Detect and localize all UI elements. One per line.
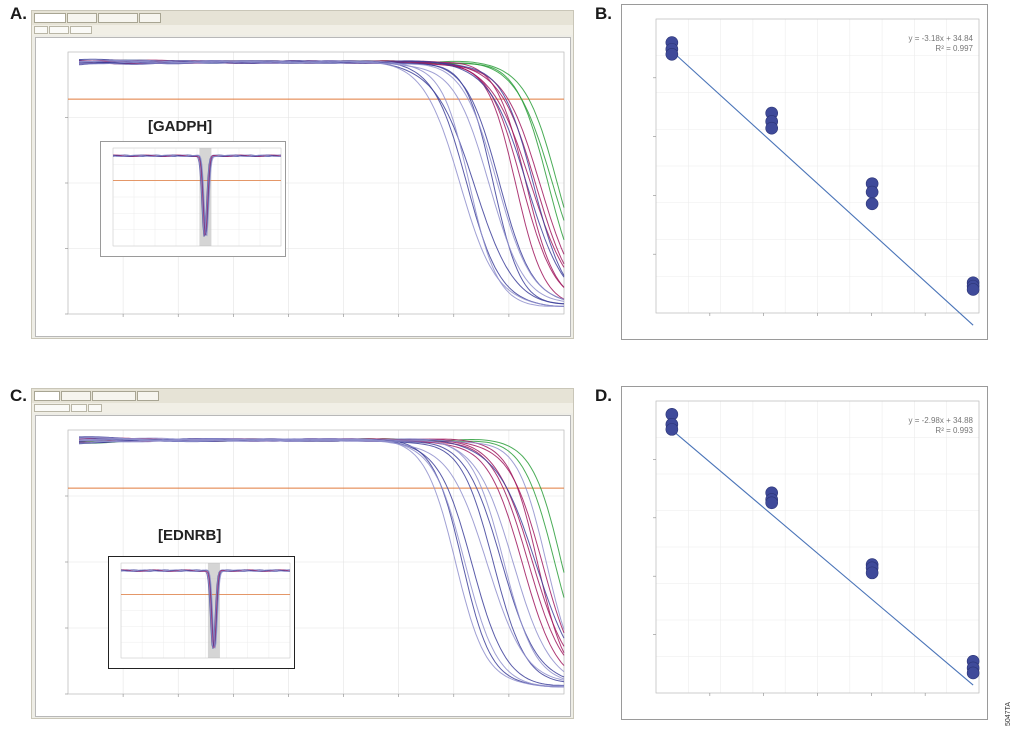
sub-tab[interactable] <box>34 26 48 34</box>
amplification-window-c <box>31 388 574 719</box>
tab[interactable] <box>98 13 138 23</box>
tab[interactable] <box>34 391 60 401</box>
sub-tab[interactable] <box>34 404 70 412</box>
inset-frame <box>120 562 291 659</box>
amplification-curve <box>78 60 565 302</box>
sub-tab[interactable] <box>49 26 69 34</box>
sub-tab[interactable] <box>71 404 87 412</box>
r-squared: R² = 0.997 <box>935 44 973 53</box>
data-point <box>966 283 980 296</box>
amplification-curve <box>78 438 565 673</box>
data-point <box>665 423 679 436</box>
fit-line <box>671 429 974 686</box>
sub-tab[interactable] <box>70 26 92 34</box>
panel-letter-b: B. <box>595 4 612 23</box>
amplification-plot-a <box>65 51 565 317</box>
figure-id: 5047TA <box>1005 702 1012 726</box>
panel-letter-a: A. <box>10 4 27 23</box>
panel-letter-c: C. <box>10 386 27 405</box>
tab[interactable] <box>92 391 136 401</box>
tab[interactable] <box>67 13 97 23</box>
melt-curve <box>120 569 291 649</box>
amplification-curve <box>78 438 565 630</box>
sub-tab[interactable] <box>88 404 102 412</box>
inset-frame <box>112 147 282 247</box>
panel-letter-d: D. <box>595 386 612 405</box>
amplification-plot-c <box>65 429 565 697</box>
data-point <box>865 566 879 580</box>
tab-bar <box>32 11 573 26</box>
standard-curve-d: y = -2.98x + 34.88 R² = 0.993 <box>621 386 988 720</box>
data-point <box>966 666 980 680</box>
data-point <box>765 496 778 510</box>
inset-chart-a <box>112 147 282 247</box>
regression-equation: y = -3.18x + 34.84 <box>909 34 974 43</box>
inset-plot-a <box>100 141 286 257</box>
sub-tab-bar <box>32 25 573 35</box>
inset-plot-c <box>108 556 295 669</box>
amplification-curve <box>78 60 565 300</box>
amplification-curve <box>78 59 565 307</box>
inset-chart-c <box>120 562 291 659</box>
tab[interactable] <box>139 13 161 23</box>
sub-tab-bar <box>32 403 573 413</box>
data-point <box>865 197 879 211</box>
tab[interactable] <box>61 391 91 401</box>
amplification-window-a <box>31 10 574 339</box>
gene-label-c: [EDNRB] <box>158 527 222 544</box>
regression-equation: y = -2.98x + 34.88 <box>909 416 974 425</box>
tab[interactable] <box>34 13 66 23</box>
tab-bar <box>32 389 573 404</box>
data-point <box>865 185 879 199</box>
data-point <box>665 47 679 61</box>
standard-curve-b: y = -3.18x + 34.84 R² = 0.997 <box>621 4 988 340</box>
data-point <box>765 121 778 135</box>
melt-curve <box>112 154 282 237</box>
amplification-curve <box>79 438 565 573</box>
figure-id-text: 5047TA <box>1005 702 1012 726</box>
r-squared: R² = 0.993 <box>935 426 973 435</box>
tab[interactable] <box>137 391 159 401</box>
gene-label-a: [GADPH] <box>148 118 213 135</box>
fit-line <box>671 50 974 326</box>
